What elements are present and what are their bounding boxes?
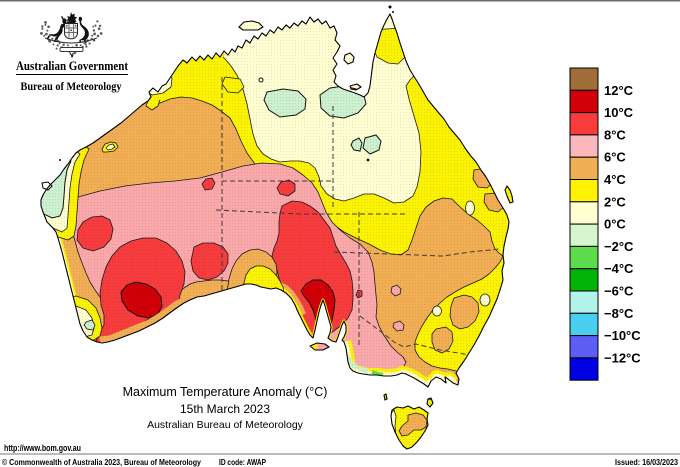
svg-text:8°C: 8°C [604, 127, 626, 142]
svg-text:−2°C: −2°C [604, 239, 634, 254]
svg-text:−6°C: −6°C [604, 284, 634, 299]
svg-text:2°C: 2°C [604, 194, 626, 209]
svg-text:ID code: AWAP: ID code: AWAP [219, 457, 266, 467]
svg-text:Bureau of Meteorology: Bureau of Meteorology [21, 79, 122, 93]
svg-text:© Commonwealth of Australia 20: © Commonwealth of Australia 2023, Bureau… [2, 457, 201, 467]
svg-text:Issued: 16/03/2023: Issued: 16/03/2023 [615, 457, 678, 467]
svg-text:−4°C: −4°C [604, 261, 634, 276]
svg-text:−8°C: −8°C [604, 306, 634, 321]
svg-text:Australian Government: Australian Government [16, 59, 129, 73]
svg-text:http://www.bom.gov.au: http://www.bom.gov.au [4, 443, 81, 453]
svg-text:−10°C: −10°C [604, 328, 641, 343]
svg-text:10°C: 10°C [604, 105, 634, 120]
svg-text:15th March 2023: 15th March 2023 [180, 402, 270, 416]
svg-text:12°C: 12°C [604, 83, 634, 98]
svg-text:4°C: 4°C [604, 172, 626, 187]
svg-text:6°C: 6°C [604, 150, 626, 165]
svg-text:0°C: 0°C [604, 217, 626, 232]
svg-text:−12°C: −12°C [604, 350, 641, 365]
svg-text:Maximum Temperature Anomaly (°: Maximum Temperature Anomaly (°C) [123, 385, 328, 399]
svg-text:Australian Bureau of Meteorolo: Australian Bureau of Meteorology [147, 419, 304, 431]
